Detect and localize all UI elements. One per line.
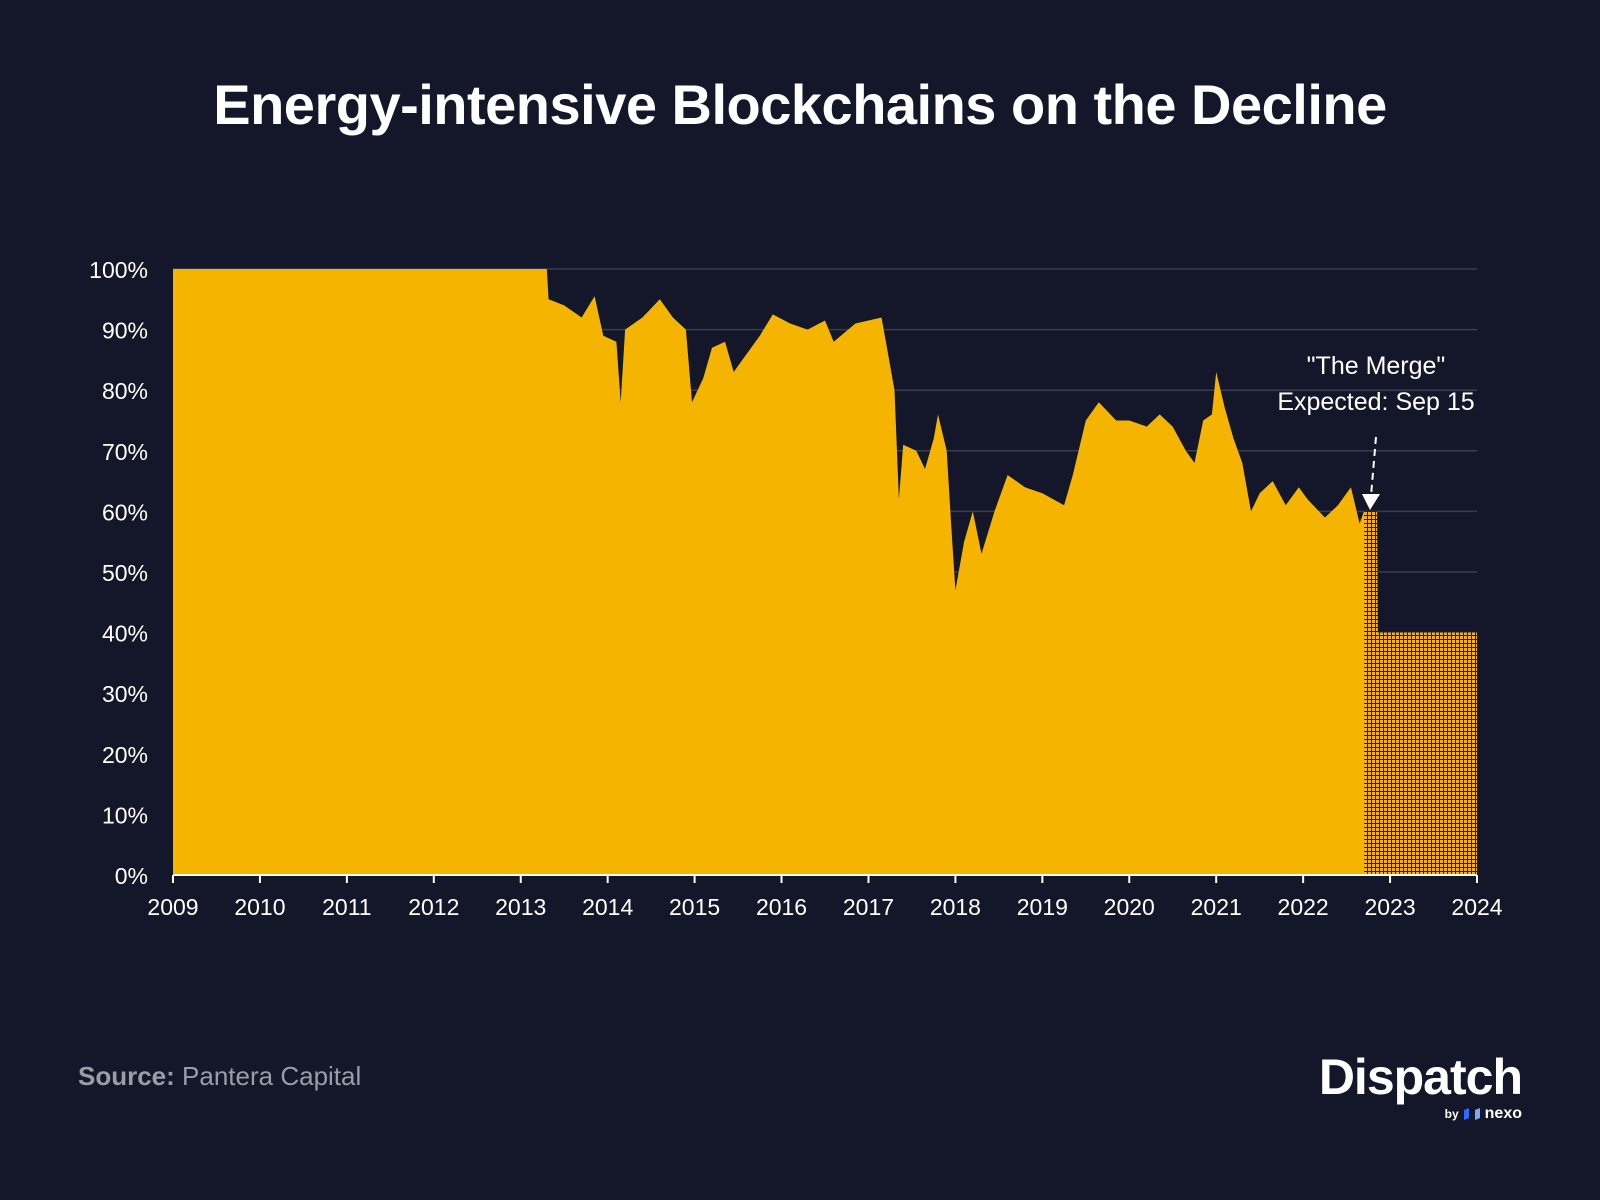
y-tick-label: 80% [102, 378, 148, 404]
logo-brand: nexo [1484, 1105, 1522, 1122]
annotation-group: "The Merge" Expected: Sep 15 [1277, 352, 1475, 510]
merge-arrow-head [1362, 494, 1380, 510]
x-tick-label: 2012 [408, 894, 459, 920]
x-tick-label: 2011 [322, 894, 371, 920]
x-tick-label: 2019 [1017, 894, 1068, 920]
y-tick-label: 30% [102, 681, 148, 707]
merge-annotation-line1: "The Merge" [1307, 352, 1446, 380]
y-tick-label: 10% [102, 802, 148, 828]
x-tick-label: 2015 [669, 894, 720, 920]
projected-area [1364, 511, 1477, 875]
x-tick-label: 2018 [930, 894, 981, 920]
x-tick-label: 2017 [843, 894, 894, 920]
x-tick-label: 2020 [1104, 894, 1155, 920]
y-tick-label: 90% [102, 318, 148, 344]
axes: 0% 10% 20% 30% 40% 50% 60% 70% 80% 90% 100% 2009 201… [89, 257, 1503, 920]
series-areas [173, 269, 1477, 875]
x-tick-label: 2024 [1451, 894, 1502, 920]
y-tick-label: 20% [102, 742, 148, 768]
source-label: Source: [78, 1061, 175, 1091]
x-tick-label: 2022 [1278, 894, 1329, 920]
historical-area [173, 269, 1364, 875]
x-tick-label: 2013 [495, 894, 546, 920]
y-tick-label: 0% [115, 863, 148, 889]
merge-arrow-line [1370, 436, 1377, 497]
y-tick-label: 70% [102, 439, 148, 465]
x-tick-label: 2014 [582, 894, 633, 920]
y-tick-label: 50% [102, 560, 148, 586]
merge-annotation-line2: Expected: Sep 15 [1277, 388, 1474, 416]
nexo-icon [1463, 1108, 1480, 1120]
logo-by: by [1444, 1107, 1459, 1121]
y-tick-label: 60% [102, 499, 148, 525]
x-tick-label: 2009 [147, 894, 198, 920]
chart-title: Energy-intensive Blockchains on the Decl… [213, 73, 1387, 136]
source-note: Source: Pantera Capital [78, 1061, 361, 1092]
x-tick-label: 2021 [1191, 894, 1242, 920]
logo-byline: by nexo [1445, 1105, 1522, 1123]
dispatch-logo: Dispatch by nexo [1298, 1049, 1523, 1124]
y-tick-label: 100% [89, 257, 148, 283]
source-value: Pantera Capital [182, 1061, 362, 1091]
x-tick-label: 2010 [234, 894, 285, 920]
x-tick-label: 2023 [1364, 894, 1415, 920]
y-tick-label: 40% [102, 621, 148, 647]
logo-wordmark: Dispatch [1318, 1049, 1523, 1105]
x-tick-label: 2016 [756, 894, 807, 920]
